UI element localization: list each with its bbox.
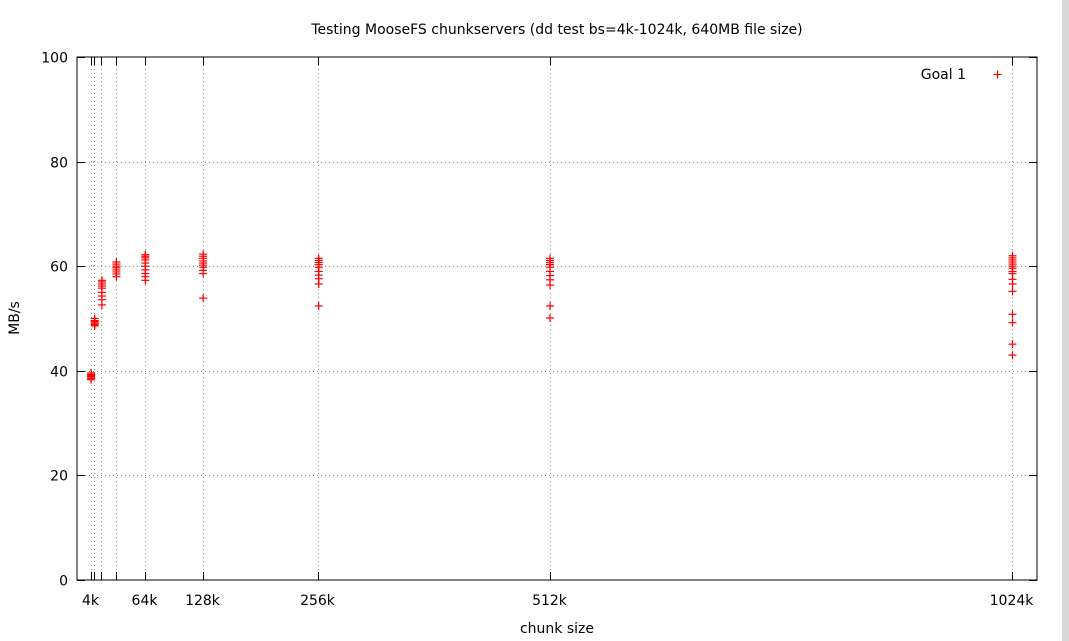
data-point	[1008, 279, 1017, 288]
y-tick-label: 60	[50, 260, 68, 276]
data-points	[87, 250, 1017, 384]
data-point	[112, 272, 121, 281]
x-tick-label: 64k	[132, 593, 159, 609]
y-axis-label: MB/s	[7, 301, 23, 335]
x-tick-label: 128k	[185, 593, 221, 609]
data-point	[97, 300, 106, 309]
data-point	[1008, 340, 1017, 349]
y-axis: 0 20 40 60 80 100	[41, 51, 1037, 590]
y-tick-label: 40	[50, 365, 68, 381]
plot-border	[76, 56, 1038, 581]
x-tick-label: 256k	[300, 593, 336, 609]
x-axis-label: chunk size	[520, 621, 594, 637]
data-point	[546, 313, 554, 322]
y-tick-label: 100	[41, 51, 68, 67]
x-tick-label: 1024k	[990, 593, 1035, 609]
data-point	[199, 269, 208, 278]
data-point	[546, 301, 554, 310]
data-point	[199, 294, 208, 303]
data-point	[1008, 287, 1017, 296]
data-point	[1008, 310, 1017, 319]
data-point	[141, 276, 150, 285]
data-point	[1008, 318, 1017, 327]
window-edge	[1062, 0, 1069, 641]
y-tick-label: 20	[50, 469, 68, 485]
legend-marker	[993, 70, 1002, 79]
x-tick-label: 4k	[82, 593, 100, 609]
legend-plus	[993, 70, 1002, 79]
y-tick-label: 0	[59, 574, 68, 590]
data-point	[90, 321, 99, 330]
data-point	[87, 375, 96, 384]
data-point	[314, 301, 323, 310]
x-axis: 4k 64k 128k 256k 512k 1024k	[82, 57, 1034, 609]
data-point	[546, 281, 554, 290]
y-tick-label: 80	[50, 156, 68, 172]
chart-title: Testing MooseFS chunkservers (dd test bs…	[310, 22, 802, 38]
data-point	[314, 279, 323, 288]
x-tick-label: 512k	[532, 593, 568, 609]
data-point	[1008, 351, 1017, 360]
legend: Goal 1	[921, 67, 1002, 83]
legend-label: Goal 1	[921, 67, 966, 83]
grid	[77, 57, 1037, 580]
